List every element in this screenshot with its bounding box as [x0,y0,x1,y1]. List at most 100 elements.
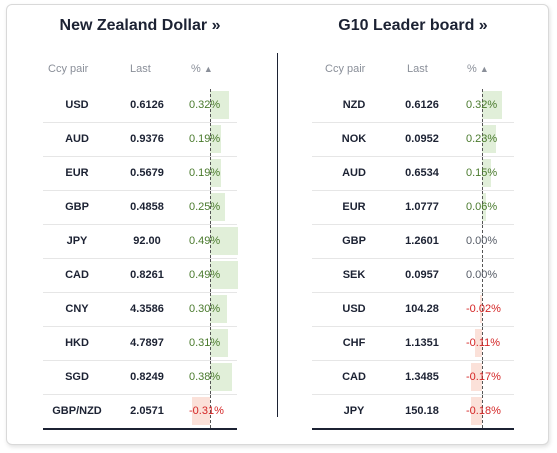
table-row[interactable]: HKD 4.7897 0.31% [43,327,237,361]
table-row[interactable]: AUD 0.6534 0.15% [312,157,514,191]
change-bar [482,125,497,153]
last-price: 0.0957 [405,269,439,281]
sort-up-icon[interactable]: ▲ [479,64,489,74]
last-price: 150.18 [405,405,439,417]
zero-line [210,89,211,122]
ccy-pair-link[interactable]: CAD [342,371,366,383]
pct-change: 0.00% [466,269,498,281]
header-ccy-pair[interactable]: Ccy pair [48,63,89,75]
last-price: 1.2601 [405,235,439,247]
change-bar [482,91,503,119]
ccy-pair-link[interactable]: GBP/NZD [52,405,102,417]
change-bar [471,363,482,391]
zero-line [482,191,483,224]
header-last[interactable]: Last [407,63,428,75]
table-row[interactable]: AUD 0.9376 0.19% [43,123,237,157]
last-price: 0.9376 [130,133,164,145]
last-price: 104.28 [405,303,439,315]
ccy-pair-link[interactable]: NZD [342,99,366,111]
pct-change: -0.02% [466,303,501,315]
table-row[interactable]: GBP/NZD 2.0571 -0.31% [43,395,237,428]
zero-line [482,361,483,394]
ccy-pair-link[interactable]: EUR [65,167,89,179]
last-price: 0.5679 [130,167,164,179]
table-row[interactable]: USD 0.6126 0.32% [43,89,237,123]
zero-line [210,259,211,292]
table-row[interactable]: SEK 0.0957 0.00% [312,259,514,293]
header-pct[interactable]: % ▲ [467,63,489,75]
ccy-pair-link[interactable]: GBP [342,235,366,247]
table-row[interactable]: EUR 1.0777 0.06% [312,191,514,225]
ccy-pair-link[interactable]: CHF [342,337,366,349]
pct-change: 0.49% [189,269,221,281]
zero-line [210,361,211,394]
zero-line [210,225,211,258]
sort-up-icon[interactable]: ▲ [203,64,213,74]
table-row[interactable]: CAD 1.3485 -0.17% [312,361,514,395]
header-ccy-pair[interactable]: Ccy pair [325,63,366,75]
last-price: 2.0571 [130,405,164,417]
ccy-pair-link[interactable]: NOK [341,133,367,145]
last-price: 1.3485 [405,371,439,383]
header-pct[interactable]: % ▲ [191,63,213,75]
ccy-pair-link[interactable]: SEK [342,269,366,281]
last-price: 1.0777 [405,201,439,213]
chevron-right-icon[interactable]: » [211,17,221,34]
table-row[interactable]: NOK 0.0952 0.23% [312,123,514,157]
pct-change: 0.15% [466,167,498,179]
table-row[interactable]: EUR 0.5679 0.19% [43,157,237,191]
change-bar [475,329,482,357]
zero-line [210,327,211,360]
ccy-pair-link[interactable]: USD [65,99,89,111]
change-bar [192,397,210,425]
zero-line [210,293,211,326]
nzd-panel-title-text[interactable]: New Zealand Dollar [59,17,208,34]
pct-change: 0.49% [189,235,221,247]
table-row[interactable]: CHF 1.1351 -0.11% [312,327,514,361]
ccy-pair-link[interactable]: SGD [65,371,89,383]
g10-panel-title-text[interactable]: G10 Leader board [338,17,475,34]
chevron-right-icon[interactable]: » [478,17,488,34]
table-row[interactable]: CAD 0.8261 0.49% [43,259,239,293]
pct-change: -0.31% [189,405,224,417]
nzd-panel-title[interactable]: New Zealand Dollar » [43,17,237,35]
ccy-pair-link[interactable]: USD [342,303,366,315]
last-price: 0.6534 [405,167,439,179]
ccy-pair-link[interactable]: JPY [66,235,88,247]
ccy-pair-link[interactable]: AUD [342,167,366,179]
ccy-pair-link[interactable]: CAD [65,269,89,281]
zero-line [482,225,483,258]
g10-panel-title[interactable]: G10 Leader board » [312,17,514,35]
panel-divider [277,53,278,417]
ccy-pair-link[interactable]: EUR [342,201,366,213]
pct-change: 0.19% [189,133,221,145]
table-row[interactable]: NZD 0.6126 0.32% [312,89,514,123]
ccy-pair-link[interactable]: AUD [65,133,89,145]
pct-change: 0.06% [466,201,498,213]
change-bar [210,295,228,323]
ccy-pair-link[interactable]: CNY [65,303,89,315]
table-row[interactable]: SGD 0.8249 0.38% [43,361,237,395]
ccy-pair-link[interactable]: GBP [65,201,89,213]
last-price: 92.00 [133,235,161,247]
header-last[interactable]: Last [130,63,151,75]
change-bar [210,159,222,187]
ccy-pair-link[interactable]: JPY [343,405,365,417]
change-bar [480,295,482,323]
change-bar [210,363,233,391]
zero-line [210,191,211,224]
table-header: Ccy pair Last % ▲ [43,63,237,83]
table-row[interactable]: CNY 4.3586 0.30% [43,293,237,327]
zero-line [482,89,483,122]
table-row[interactable]: JPY 150.18 -0.18% [312,395,514,428]
table-row[interactable]: GBP 0.4858 0.25% [43,191,237,225]
widget-frame: New Zealand Dollar » Ccy pair Last % ▲ U… [6,4,549,445]
header-pct-label: % [467,63,477,75]
table-row[interactable]: JPY 92.00 0.49% [43,225,239,259]
last-price: 0.0952 [405,133,439,145]
g10-table-body: NZD 0.6126 0.32% NOK 0.0952 0.23% AUD 0.6534 0.1… [312,89,514,430]
table-row[interactable]: GBP 1.2601 0.00% [312,225,514,259]
table-row[interactable]: USD 104.28 -0.02% [312,293,514,327]
change-bar [482,193,486,221]
ccy-pair-link[interactable]: HKD [65,337,89,349]
